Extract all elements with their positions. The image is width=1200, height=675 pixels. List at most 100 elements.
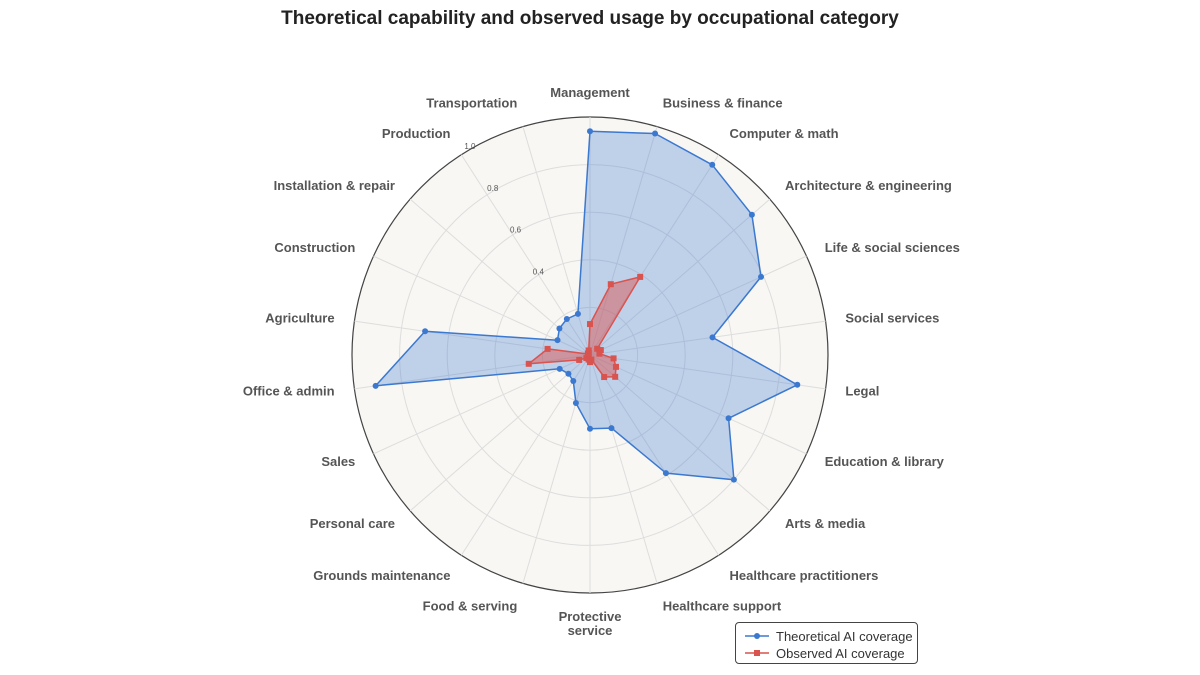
category-label: Protective bbox=[559, 609, 622, 624]
series-theoretical bbox=[372, 128, 801, 483]
category-label: Construction bbox=[274, 240, 355, 255]
grid-spoke bbox=[460, 354, 591, 556]
data-point bbox=[574, 310, 581, 317]
grid-spoke bbox=[460, 154, 591, 356]
category-label: Food & serving bbox=[423, 599, 518, 614]
data-point bbox=[709, 334, 716, 341]
category-label: Healthcare support bbox=[663, 599, 782, 614]
data-point bbox=[637, 273, 644, 280]
data-point bbox=[587, 321, 593, 328]
category-label: Sales bbox=[321, 454, 355, 469]
category-label: Transportation bbox=[426, 96, 517, 111]
data-point bbox=[652, 130, 659, 137]
data-point bbox=[556, 325, 563, 332]
data-point bbox=[709, 161, 716, 168]
grid-spoke bbox=[589, 354, 826, 390]
category-label: Agriculture bbox=[265, 310, 334, 325]
category-label: Computer & math bbox=[730, 126, 839, 141]
data-point bbox=[748, 211, 755, 218]
data-point bbox=[597, 347, 604, 354]
data-point bbox=[725, 415, 732, 422]
data-point bbox=[587, 425, 593, 432]
category-label: Education & library bbox=[825, 454, 945, 469]
data-point bbox=[556, 365, 563, 372]
category-label: Social services bbox=[845, 310, 939, 325]
category-labels: Management Business & finance Computer & m… bbox=[243, 85, 960, 638]
radial-tick-label: 0.8 bbox=[487, 184, 499, 193]
category-label: Arts & media bbox=[785, 516, 866, 531]
grid-ring bbox=[541, 306, 639, 404]
category-label: Healthcare practitioners bbox=[730, 568, 879, 583]
data-point bbox=[565, 370, 572, 377]
radial-tick-label: 1.0 bbox=[464, 142, 476, 151]
data-point bbox=[583, 355, 590, 362]
legend-item-observed: Observed AI coverage bbox=[744, 645, 905, 661]
grid-spoke bbox=[409, 354, 591, 512]
category-label: Legal bbox=[845, 384, 879, 399]
data-point bbox=[612, 363, 619, 370]
category-label: Installation & repair bbox=[274, 178, 395, 193]
grid-spoke bbox=[589, 354, 658, 584]
data-point bbox=[554, 337, 561, 344]
grid-ring bbox=[494, 259, 686, 451]
grid-ring bbox=[446, 211, 734, 499]
data-point bbox=[570, 378, 577, 385]
data-point bbox=[372, 382, 379, 389]
legend-item-theoretical: Theoretical AI coverage bbox=[744, 628, 913, 644]
data-point bbox=[594, 345, 601, 352]
legend-label-theoretical: Theoretical AI coverage bbox=[776, 628, 913, 644]
data-point bbox=[610, 355, 617, 362]
series-observed bbox=[525, 273, 644, 381]
grid-spoke bbox=[589, 198, 771, 356]
data-point bbox=[587, 128, 593, 135]
grid-spoke bbox=[354, 354, 591, 390]
category-label: Office & admin bbox=[243, 384, 335, 399]
data-point bbox=[601, 374, 608, 381]
data-point bbox=[730, 476, 737, 483]
data-point bbox=[607, 281, 614, 288]
grid-spoke bbox=[589, 354, 720, 556]
legend-swatch-observed-icon bbox=[745, 650, 769, 656]
data-point bbox=[794, 381, 801, 388]
data-point bbox=[422, 328, 429, 335]
data-point bbox=[525, 360, 532, 367]
legend-swatch-theoretical-icon bbox=[745, 633, 769, 639]
radial-tick-label: 0.6 bbox=[510, 226, 522, 235]
data-point bbox=[576, 356, 583, 363]
data-point bbox=[585, 347, 592, 354]
legend: Theoretical AI coverage Observed AI cove… bbox=[735, 622, 918, 664]
category-label: Personal care bbox=[310, 516, 395, 531]
grid-spoke bbox=[373, 255, 591, 356]
grid-spoke bbox=[589, 126, 658, 356]
grid-spoke bbox=[589, 354, 807, 455]
data-point bbox=[596, 350, 603, 357]
grid-spoke bbox=[373, 354, 591, 455]
category-label: Life & social sciences bbox=[825, 240, 960, 255]
data-point bbox=[662, 470, 669, 477]
legend-label-observed: Observed AI coverage bbox=[776, 645, 905, 661]
grid-spoke bbox=[522, 126, 591, 356]
chart-title: Theoretical capability and observed usag… bbox=[281, 8, 899, 29]
radial-tick-label: 0.4 bbox=[533, 267, 545, 276]
category-label: Management bbox=[550, 85, 630, 100]
grid-spoke bbox=[589, 255, 807, 356]
category-label: Grounds maintenance bbox=[313, 568, 450, 583]
radar-rings bbox=[399, 164, 781, 546]
grid-spoke bbox=[589, 354, 771, 512]
data-point bbox=[563, 315, 570, 322]
data-point bbox=[544, 345, 551, 352]
grid-ring bbox=[399, 164, 781, 546]
radial-tick-labels: 0.4 0.6 0.8 1.0 bbox=[464, 142, 544, 276]
category-label: Architecture & engineering bbox=[785, 178, 952, 193]
category-label: Production bbox=[382, 126, 451, 141]
grid-spoke bbox=[522, 354, 591, 584]
category-label: service bbox=[568, 623, 613, 638]
data-point bbox=[608, 425, 615, 432]
grid-spoke bbox=[589, 154, 720, 356]
data-point bbox=[572, 399, 579, 406]
grid-spoke bbox=[589, 320, 826, 356]
series-layer bbox=[372, 128, 801, 483]
data-point bbox=[758, 273, 765, 280]
category-label: Business & finance bbox=[663, 96, 783, 111]
